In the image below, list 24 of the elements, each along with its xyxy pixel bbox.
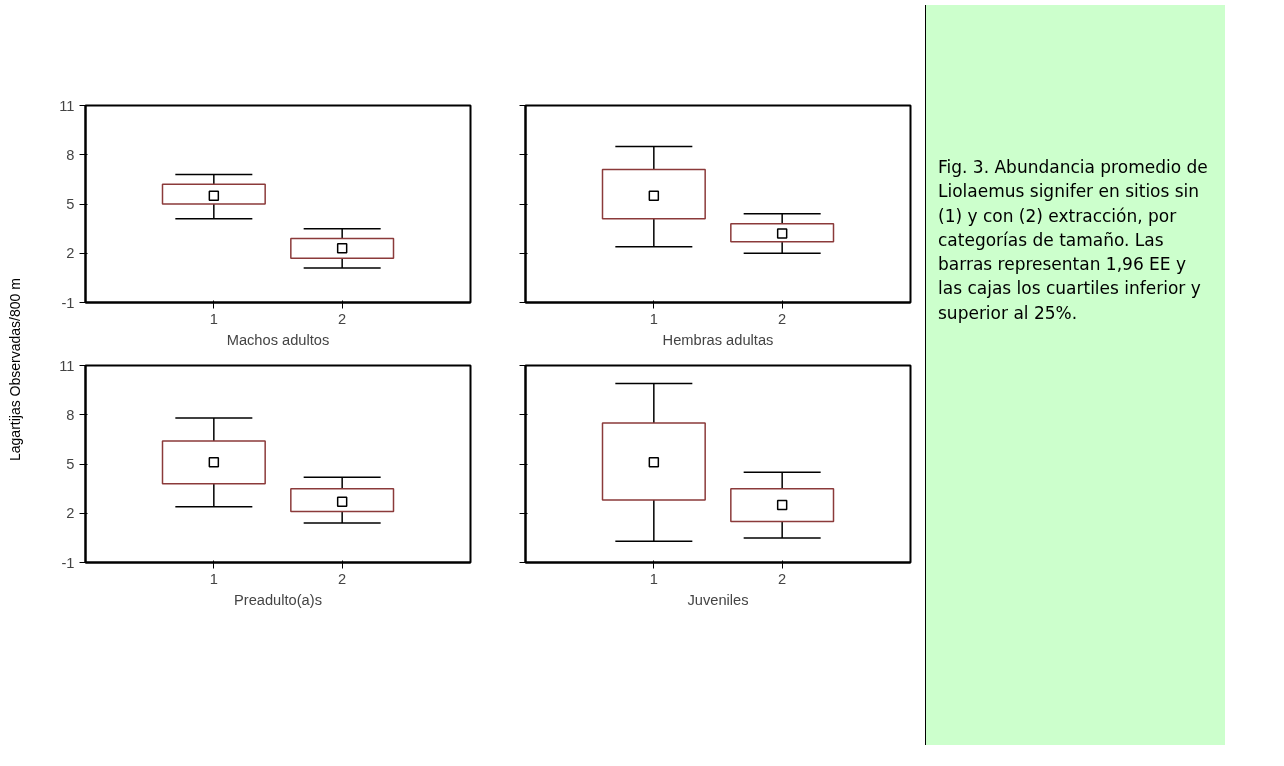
y-tick-label: 5 [66, 456, 75, 472]
caption: Fig. 3. Abundancia promedio de Liolaemus signifer en sitios sin (1) y con (2) extracción, por categorías de tamaño. Las barras representan 1,96 EE y las cajas los cuartiles inferior y superior al 25%. [938, 156, 1209, 325]
y-axis-title: Lagartijas Observadas/800 m [6, 278, 24, 462]
y-tick-label: 2 [66, 245, 75, 262]
x-tick-label: 1 [209, 570, 218, 587]
x-tick-label: 2 [778, 570, 787, 587]
y-tick-label: -1 [61, 554, 75, 571]
x-tick-label: 2 [778, 310, 787, 327]
x-axis-title: Hembras adultas [662, 331, 774, 348]
x-tick-label: 1 [209, 310, 218, 327]
x-tick-label: 1 [649, 570, 658, 587]
x-axis-title: Juveniles [687, 591, 749, 608]
y-tick-label: 11 [59, 97, 75, 114]
y-tick-label: 2 [66, 505, 75, 522]
x-axis-title: Machos adultos [226, 331, 330, 348]
y-tick-label: 8 [66, 406, 75, 423]
y-tick-label: 5 [66, 196, 75, 212]
x-tick-label: 2 [338, 310, 347, 327]
y-tick-label: 11 [59, 357, 75, 374]
y-tick-label: 8 [66, 146, 75, 163]
x-axis-title: Preadulto(a)s [234, 591, 322, 608]
x-tick-label: 2 [338, 570, 347, 587]
y-tick-label: -1 [61, 294, 75, 311]
x-tick-label: 1 [649, 310, 658, 327]
